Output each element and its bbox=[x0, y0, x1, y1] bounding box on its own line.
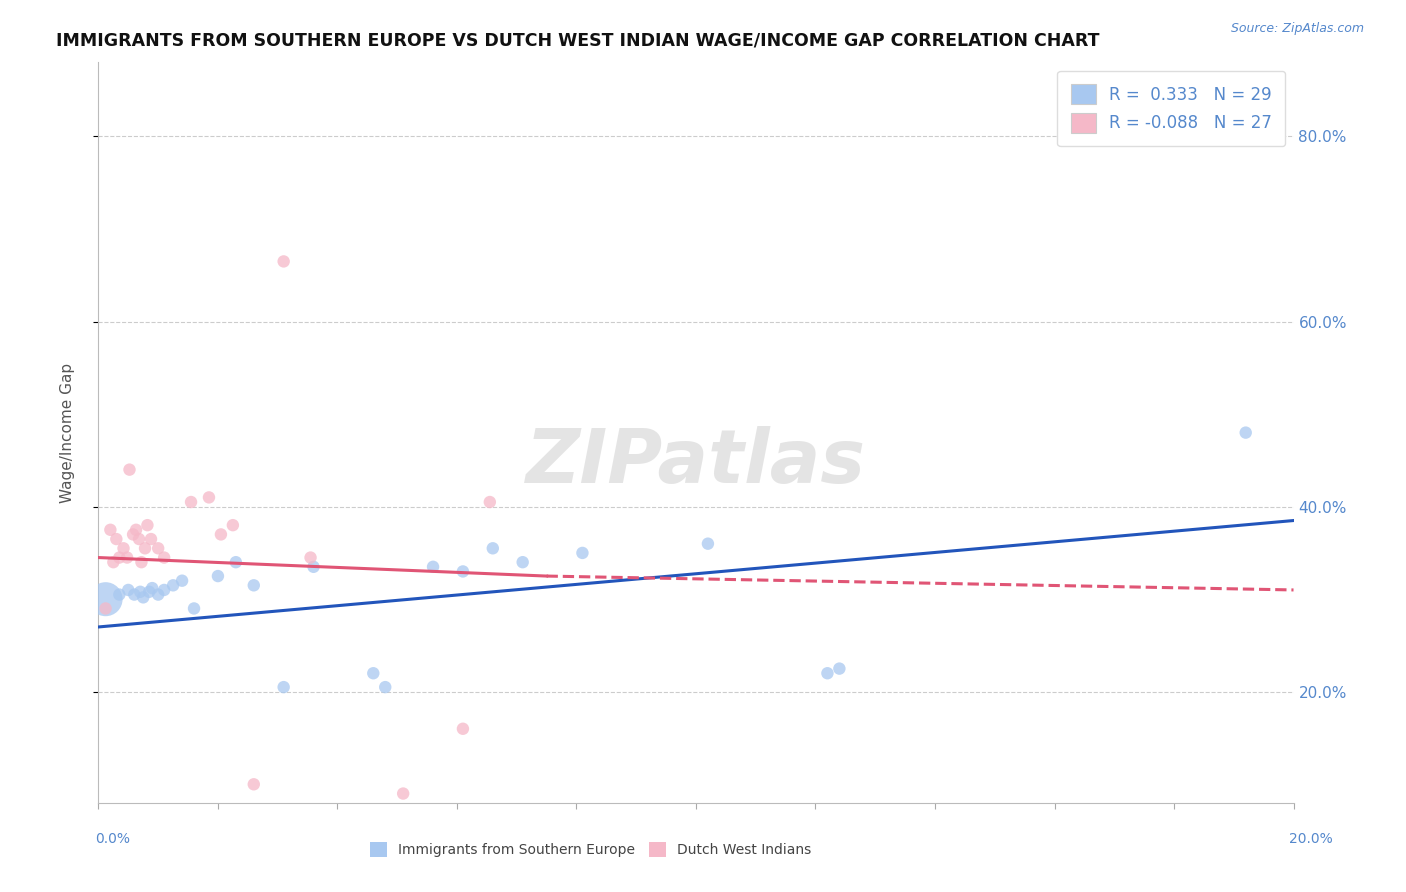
Point bbox=[422, 559, 444, 574]
Point bbox=[697, 536, 720, 550]
Legend: R =  0.333   N = 29, R = -0.088   N = 27: R = 0.333 N = 29, R = -0.088 N = 27 bbox=[1057, 70, 1285, 146]
Point bbox=[118, 462, 141, 476]
Point bbox=[138, 584, 160, 599]
Legend: Immigrants from Southern Europe, Dutch West Indians: Immigrants from Southern Europe, Dutch W… bbox=[364, 837, 817, 863]
Point bbox=[828, 662, 851, 676]
Point bbox=[207, 569, 229, 583]
Point bbox=[512, 555, 534, 569]
Point bbox=[451, 565, 474, 579]
Point bbox=[148, 588, 170, 602]
Point bbox=[222, 518, 245, 533]
Point bbox=[392, 787, 415, 801]
Point bbox=[108, 550, 131, 565]
Text: IMMIGRANTS FROM SOUTHERN EUROPE VS DUTCH WEST INDIAN WAGE/INCOME GAP CORRELATION: IMMIGRANTS FROM SOUTHERN EUROPE VS DUTCH… bbox=[56, 31, 1099, 49]
Point bbox=[180, 495, 202, 509]
Point bbox=[108, 588, 131, 602]
Point bbox=[374, 680, 396, 694]
Text: ZIPatlas: ZIPatlas bbox=[526, 425, 866, 499]
Point bbox=[481, 541, 505, 556]
Point bbox=[98, 523, 122, 537]
Point bbox=[243, 777, 266, 791]
Point bbox=[105, 532, 128, 546]
Point bbox=[125, 523, 148, 537]
Point bbox=[148, 541, 170, 556]
Point bbox=[299, 550, 322, 565]
Point bbox=[112, 541, 135, 556]
Point bbox=[478, 495, 501, 509]
Text: 20.0%: 20.0% bbox=[1289, 832, 1333, 846]
Point bbox=[139, 532, 162, 546]
Point bbox=[273, 254, 295, 268]
Point bbox=[302, 559, 325, 574]
Point bbox=[117, 582, 139, 597]
Text: Source: ZipAtlas.com: Source: ZipAtlas.com bbox=[1230, 22, 1364, 36]
Point bbox=[131, 555, 153, 569]
Point bbox=[571, 546, 593, 560]
Point bbox=[128, 532, 150, 546]
Point bbox=[134, 541, 156, 556]
Point bbox=[1234, 425, 1257, 440]
Point bbox=[103, 555, 125, 569]
Point bbox=[141, 581, 163, 595]
Point bbox=[451, 722, 474, 736]
Point bbox=[183, 601, 205, 615]
Point bbox=[129, 584, 152, 599]
Point bbox=[225, 555, 247, 569]
Point bbox=[124, 588, 146, 602]
Point bbox=[363, 666, 385, 681]
Point bbox=[198, 491, 221, 505]
Point bbox=[132, 591, 155, 605]
Point bbox=[115, 550, 138, 565]
Point bbox=[136, 518, 159, 533]
Point bbox=[815, 666, 838, 681]
Point bbox=[172, 574, 194, 588]
Point bbox=[153, 582, 176, 597]
Point bbox=[209, 527, 232, 541]
Point bbox=[162, 578, 184, 592]
Text: 0.0%: 0.0% bbox=[96, 832, 131, 846]
Point bbox=[153, 550, 176, 565]
Point bbox=[273, 680, 295, 694]
Point bbox=[122, 527, 145, 541]
Point bbox=[94, 601, 117, 615]
Y-axis label: Wage/Income Gap: Wage/Income Gap bbox=[60, 362, 75, 503]
Point bbox=[94, 592, 117, 607]
Point bbox=[243, 578, 266, 592]
